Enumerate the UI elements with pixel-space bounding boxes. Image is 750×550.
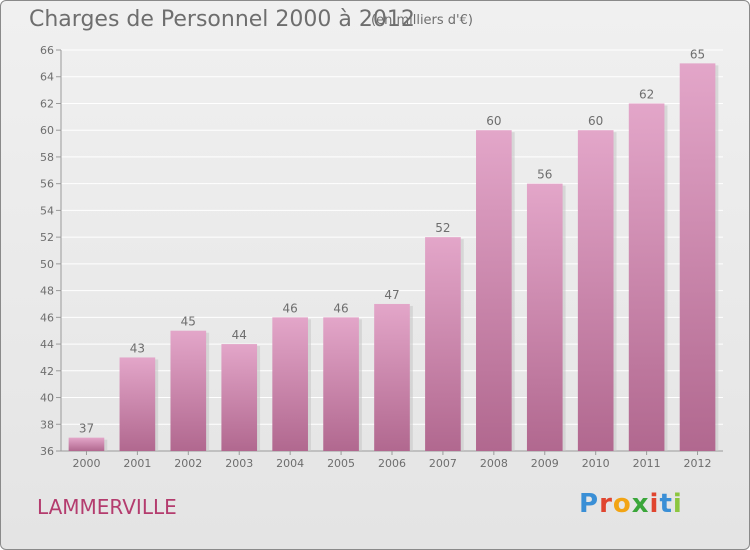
bar	[374, 303, 410, 451]
x-tick-label: 2002	[174, 457, 202, 470]
y-tick-label: 36	[40, 445, 54, 458]
y-tick-label: 64	[40, 71, 54, 84]
bar	[323, 317, 359, 451]
logo-letter: r	[599, 489, 613, 519]
commune-name: LAMMERVILLE	[37, 495, 177, 519]
bar	[272, 317, 308, 451]
proxiti-logo[interactable]: Proxiti	[579, 489, 683, 519]
x-tick-label: 2001	[123, 457, 151, 470]
y-tick-label: 50	[40, 258, 54, 271]
data-label: 60	[588, 114, 603, 128]
data-label: 44	[232, 328, 247, 342]
y-tick-label: 54	[40, 204, 54, 217]
data-label: 56	[537, 168, 552, 182]
data-label: 62	[639, 87, 654, 101]
bar	[577, 130, 614, 451]
chart-subtitle: (en milliers d'€)	[371, 13, 473, 28]
data-label: 52	[435, 221, 450, 235]
bar	[119, 357, 156, 451]
data-label: 60	[486, 114, 501, 128]
x-tick-label: 2009	[531, 457, 559, 470]
chart-title: Charges de Personnel 2000 à 2012	[29, 7, 415, 32]
y-tick-label: 38	[40, 418, 54, 431]
y-tick-label: 42	[40, 365, 54, 378]
data-label: 37	[79, 422, 94, 436]
logo-letter: i	[649, 489, 660, 519]
y-tick-label: 52	[40, 231, 54, 244]
bar	[425, 237, 461, 451]
y-tick-label: 62	[40, 97, 54, 110]
x-tick-label: 2011	[633, 457, 661, 470]
y-tick-label: 58	[40, 151, 54, 164]
logo-letter: P	[579, 489, 600, 519]
x-tick-label: 2007	[429, 457, 457, 470]
bar	[526, 183, 563, 451]
bar	[628, 103, 665, 451]
x-tick-label: 2006	[378, 457, 406, 470]
y-tick-label: 44	[40, 338, 54, 351]
x-tick-label: 2000	[72, 457, 100, 470]
data-label: 46	[283, 301, 298, 315]
x-tick-label: 2010	[582, 457, 610, 470]
y-tick-label: 60	[40, 124, 54, 137]
logo-letter: x	[631, 489, 650, 519]
x-tick-label: 2004	[276, 457, 304, 470]
data-label: 45	[181, 315, 196, 329]
logo-letter: o	[612, 489, 632, 519]
y-tick-label: 56	[40, 178, 54, 191]
y-tick-label: 48	[40, 285, 54, 298]
x-tick-label: 2012	[684, 457, 712, 470]
bar	[221, 344, 258, 451]
x-tick-label: 2005	[327, 457, 355, 470]
x-tick-label: 2008	[480, 457, 508, 470]
bar	[679, 63, 716, 451]
bar	[68, 437, 105, 451]
data-label: 47	[384, 288, 399, 302]
logo-letter: t	[659, 489, 673, 519]
bars	[68, 63, 719, 451]
data-label: 46	[333, 301, 348, 315]
labels: 36 38 40 42 44 46 48 50 52 54 56 58 60 62 64 66 37 2000 43…	[40, 44, 712, 470]
x-tick-label: 2003	[225, 457, 253, 470]
y-tick-label: 40	[40, 392, 54, 405]
y-tick-label: 46	[40, 311, 54, 324]
bar	[476, 130, 512, 451]
bar	[170, 330, 207, 451]
logo-letter: i	[672, 489, 683, 519]
data-label: 65	[690, 47, 705, 61]
data-label: 43	[130, 341, 145, 355]
y-tick-label: 66	[40, 44, 54, 57]
